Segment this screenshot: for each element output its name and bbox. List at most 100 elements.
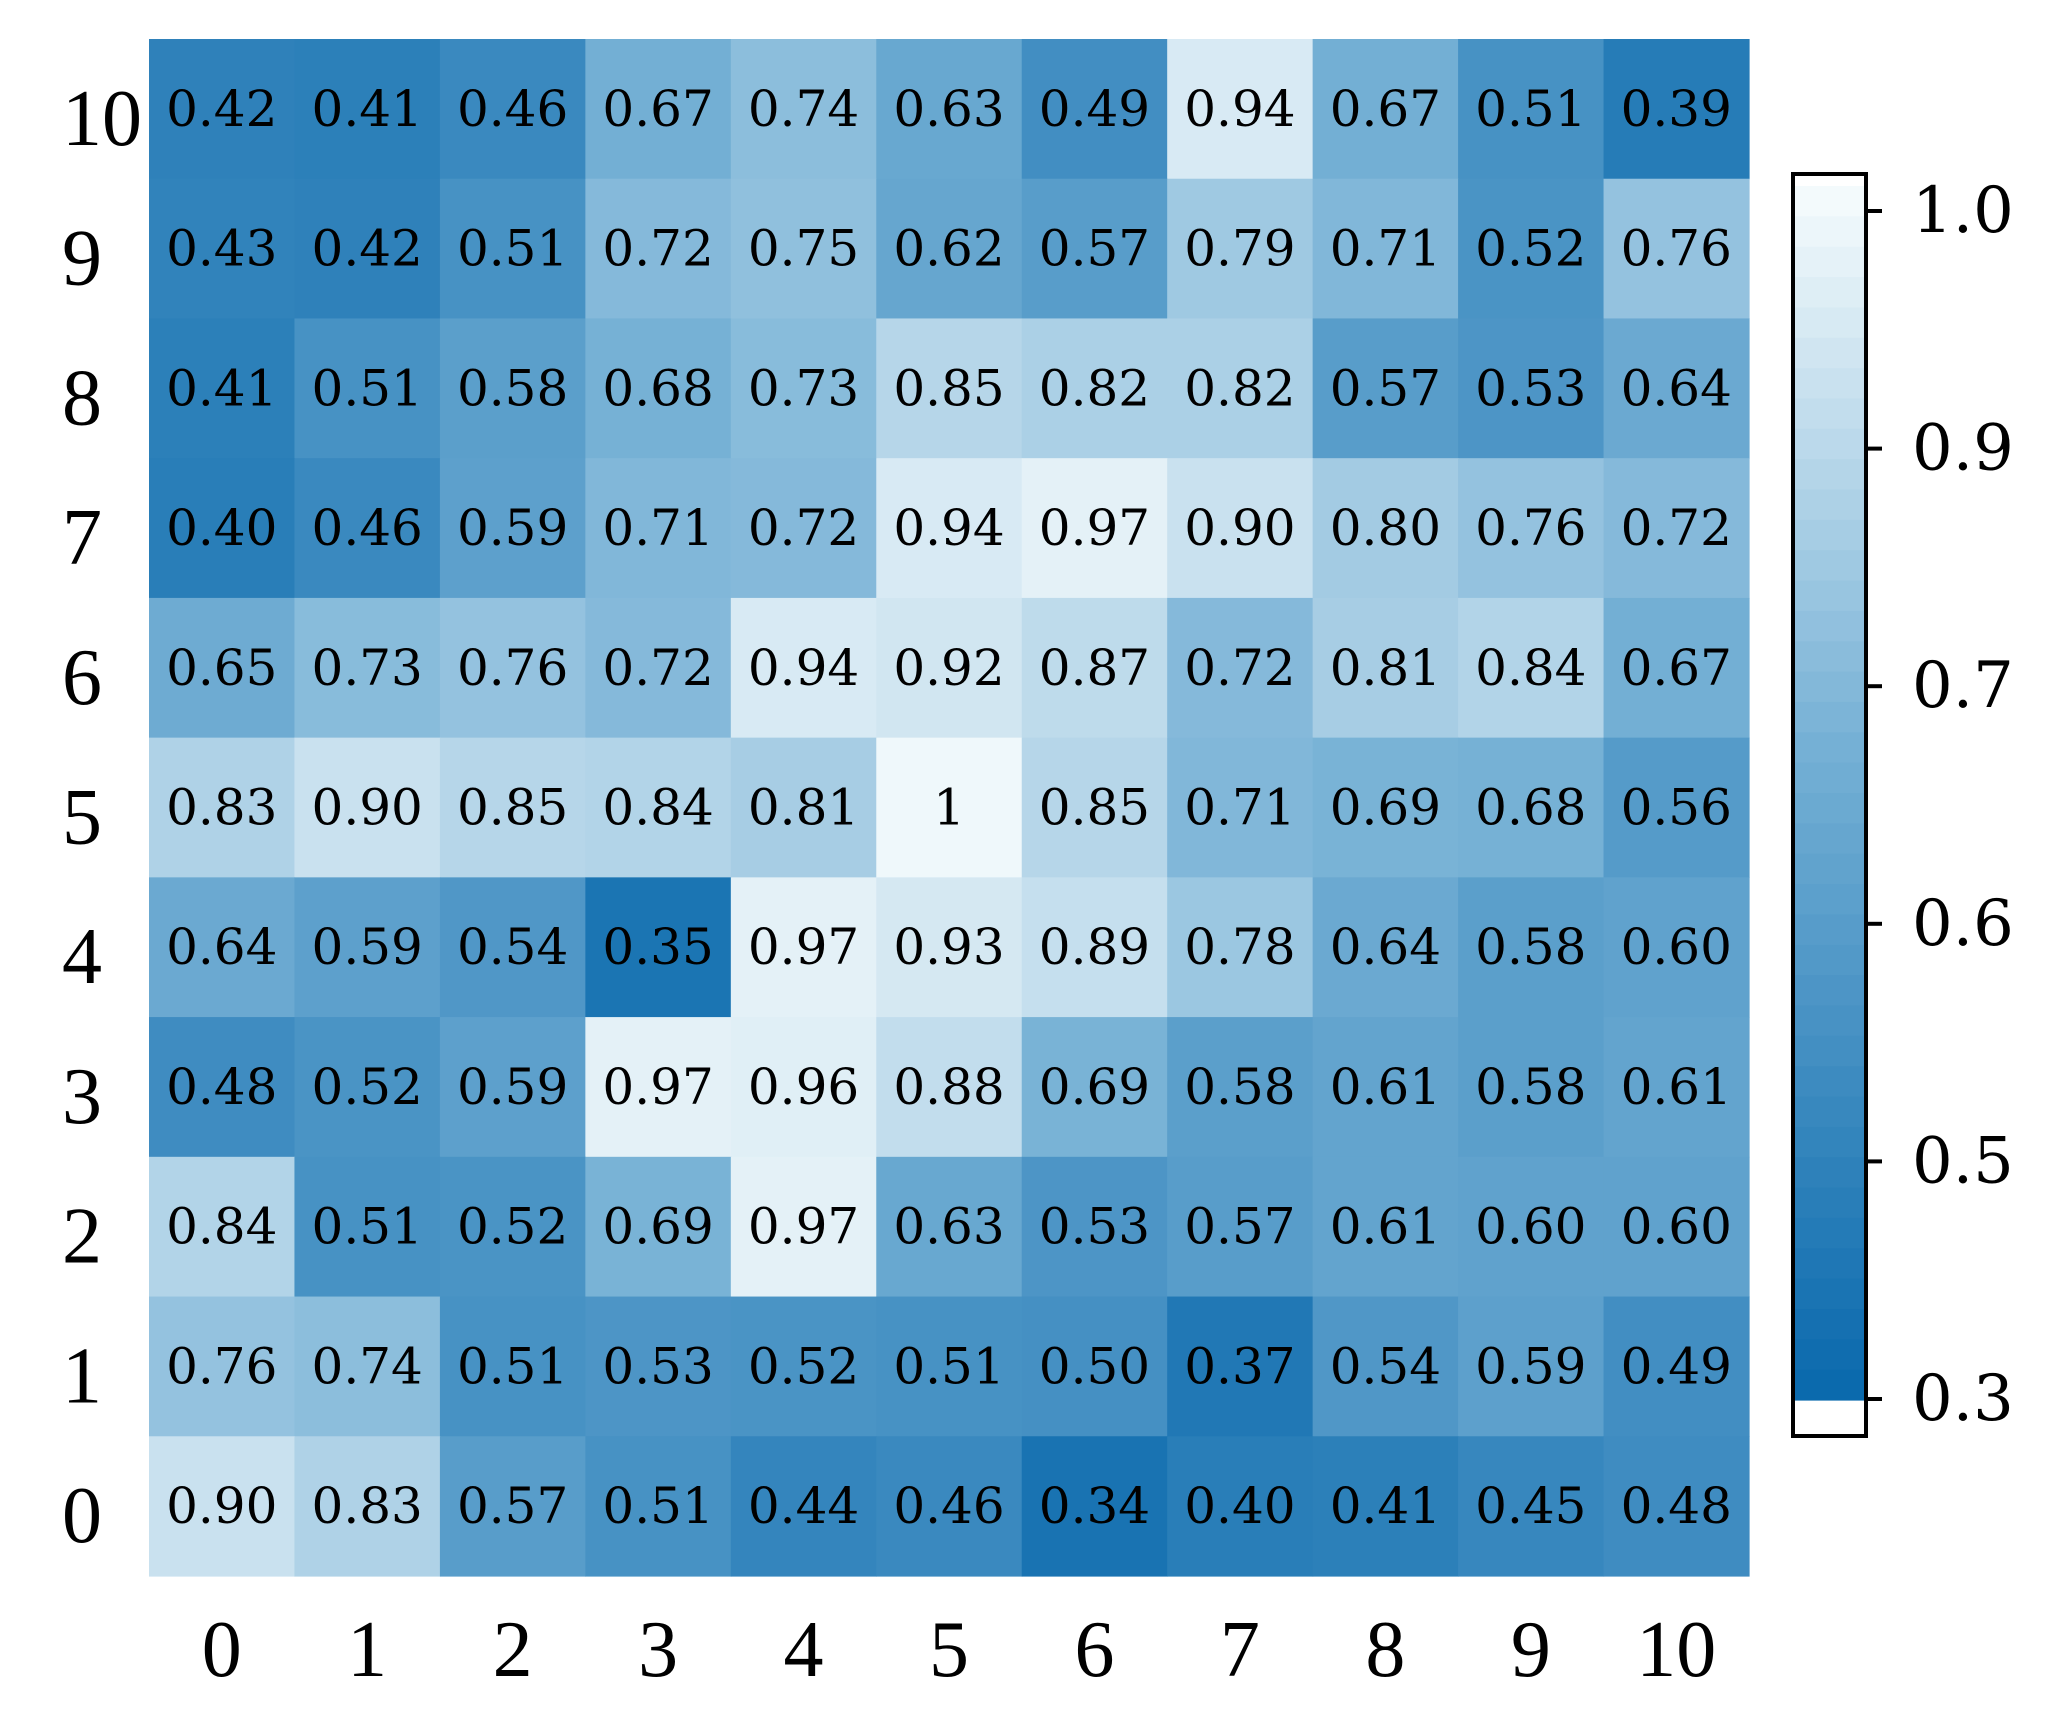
heatmap-cell (294, 39, 441, 180)
x-tick-label: 2 (493, 1606, 533, 1694)
cell-value-label: 0.97 (748, 918, 859, 976)
heatmap-cell (585, 877, 732, 1018)
heatmap-cell (876, 877, 1023, 1018)
cell-value-label: 0.69 (1039, 1058, 1150, 1116)
heatmap-cell (1167, 318, 1314, 459)
cell-value-label: 0.79 (1184, 220, 1295, 278)
heatmap-cell (585, 737, 732, 878)
heatmap-cell (1021, 1296, 1168, 1437)
heatmap-cell (585, 1436, 732, 1577)
cell-value-label: 0.53 (1039, 1198, 1150, 1256)
y-tick-label: 9 (62, 215, 102, 303)
heatmap-cell (730, 1156, 877, 1298)
colorbar-segment (1793, 732, 1866, 764)
colorbar-segment (1793, 186, 1866, 217)
cell-value-label: 0.35 (602, 918, 713, 976)
cell-value-label: 0.84 (166, 1198, 277, 1256)
cell-value-label: 0.46 (893, 1477, 1004, 1535)
heatmap-cell (730, 1296, 877, 1437)
colorbar-tick-label: 0.9 (1912, 412, 2014, 486)
cell-value-label: 0.54 (1330, 1337, 1441, 1395)
heatmap-cell (1458, 458, 1605, 599)
x-tick-label: 5 (929, 1606, 969, 1694)
cell-value-label: 0.72 (602, 639, 713, 697)
heatmap-cell (1312, 1017, 1459, 1158)
heatmap-cell (1167, 178, 1314, 320)
cell-value-label: 0.76 (457, 639, 568, 697)
cell-value-label: 0.73 (748, 359, 859, 417)
cell-value-label: 0.73 (312, 639, 423, 697)
heatmap-cell (585, 458, 732, 599)
heatmap-cell (439, 458, 586, 599)
heatmap-cell (1021, 1017, 1168, 1158)
heatmap-cell (585, 597, 732, 739)
heatmap-cell (149, 178, 296, 320)
y-tick-label: 0 (62, 1472, 102, 1560)
heatmap-cell (1021, 1156, 1168, 1298)
heatmap-cell (1603, 877, 1750, 1018)
colorbar-segment (1793, 368, 1866, 400)
y-tick-label: 2 (62, 1193, 102, 1281)
heatmap-cell (1458, 1156, 1605, 1298)
colorbar-segment (1793, 1066, 1866, 1098)
cell-value-label: 0.37 (1184, 1337, 1295, 1395)
y-tick-label: 10 (62, 75, 142, 163)
cell-value-label: 0.58 (1475, 918, 1586, 976)
colorbar-segment (1793, 550, 1866, 582)
x-tick-label: 4 (784, 1606, 824, 1694)
cell-value-label: 0.59 (1475, 1337, 1586, 1395)
colorbar-tick-label: 0.3 (1912, 1362, 2014, 1436)
heatmap-cell (439, 1017, 586, 1158)
cell-value-label: 0.64 (1330, 918, 1441, 976)
heatmap-cell (585, 318, 732, 459)
cell-value-label: 0.43 (166, 220, 277, 278)
cell-value-label: 0.85 (457, 779, 568, 837)
cell-value-label: 0.39 (1621, 80, 1732, 138)
heatmap-cell (149, 39, 296, 180)
heatmap-cell (1458, 1296, 1605, 1437)
cell-value-label: 0.65 (166, 639, 277, 697)
heatmap-cell (1458, 597, 1605, 739)
cell-value-label: 0.34 (1039, 1477, 1150, 1535)
cell-value-label: 0.45 (1475, 1477, 1586, 1535)
colorbar-segment (1793, 823, 1866, 855)
colorbar-segment (1793, 884, 1866, 915)
cell-value-label: 0.58 (1184, 1058, 1295, 1116)
cell-value-label: 0.83 (166, 779, 277, 837)
cell-value-label: 0.68 (602, 359, 713, 417)
heatmap-cell (1021, 458, 1168, 599)
heatmap-cells (149, 39, 1750, 1577)
cell-value-label: 0.48 (1621, 1477, 1732, 1535)
cell-value-label: 0.60 (1621, 918, 1732, 976)
heatmap-cell (730, 1436, 877, 1577)
cell-value-label: 0.51 (312, 1198, 423, 1256)
heatmap-cell (1603, 1296, 1750, 1437)
heatmap-cell (1021, 1436, 1168, 1577)
cell-value-label: 0.89 (1039, 918, 1150, 976)
heatmap-cell (1458, 877, 1605, 1018)
cell-value-label: 0.51 (312, 359, 423, 417)
cell-value-label: 0.81 (748, 779, 859, 837)
cell-value-label: 0.54 (457, 918, 568, 976)
heatmap-cell (1312, 737, 1459, 878)
cell-value-label: 0.61 (1330, 1198, 1441, 1256)
heatmap-cell (149, 1017, 296, 1158)
cell-value-label: 0.94 (893, 499, 1004, 557)
cell-value-label: 0.61 (1621, 1058, 1732, 1116)
cell-value-label: 0.52 (748, 1337, 859, 1395)
cell-value-label: 0.97 (1039, 499, 1150, 557)
heatmap-cell (294, 1156, 441, 1298)
colorbar-segment (1793, 307, 1866, 339)
heatmap-cell (1167, 1156, 1314, 1298)
heatmap-cell (1312, 597, 1459, 739)
cell-value-label: 0.76 (1475, 499, 1586, 557)
cell-value-label: 0.74 (312, 1337, 423, 1395)
heatmap-cell (730, 877, 877, 1018)
colorbar-segment (1793, 641, 1866, 673)
colorbar-segment (1793, 762, 1866, 794)
cell-value-label: 0.59 (457, 1058, 568, 1116)
cell-value-label: 0.94 (1184, 80, 1295, 138)
heatmap-cell (1167, 1017, 1314, 1158)
cell-value-label: 0.52 (1475, 220, 1586, 278)
cell-value-label: 0.57 (1184, 1198, 1295, 1256)
